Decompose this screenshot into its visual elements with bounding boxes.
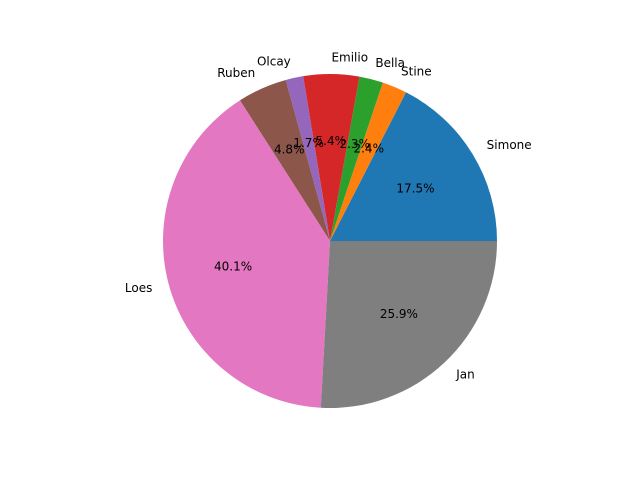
pie-slice-loes: [162, 100, 330, 408]
pie-slice-stine: [330, 82, 406, 241]
percent-label-emilio: 5.4%: [316, 134, 347, 148]
percent-label-olcay: 1.7%: [293, 136, 324, 150]
pie-slice-simone: [330, 92, 497, 241]
pie-slices: [162, 74, 497, 409]
slice-label-bella: Bella: [375, 56, 405, 70]
percent-label-stine: 2.4%: [353, 142, 384, 156]
pie-slice-emilio: [303, 74, 360, 241]
slice-label-simone: Simone: [487, 138, 532, 152]
percent-labels: 17.5% 2.4%2.3%5.4%1.7%4.8% 40.1% 25.9%: [214, 134, 434, 321]
pie-slice-bella: [330, 76, 383, 242]
percent-label-simone: 17.5%: [396, 182, 434, 196]
slice-label-emilio: Emilio: [331, 50, 368, 64]
pie-slice-olcay: [285, 76, 330, 242]
percent-label-jan: 25.9%: [380, 307, 418, 321]
slice-label-stine: Stine: [401, 65, 432, 79]
pie-slice-ruben: [239, 79, 330, 241]
pie-slice-jan: [320, 241, 497, 409]
percent-label-ruben: 4.8%: [274, 142, 305, 156]
slice-label-jan: Jan: [455, 367, 475, 381]
slice-label-ruben: Ruben: [217, 66, 255, 80]
percent-label-loes: 40.1%: [214, 260, 252, 274]
slice-label-olcay: Olcay: [257, 55, 291, 69]
slice-label-loes: Loes: [125, 281, 152, 295]
percent-label-bella: 2.3%: [339, 137, 370, 151]
